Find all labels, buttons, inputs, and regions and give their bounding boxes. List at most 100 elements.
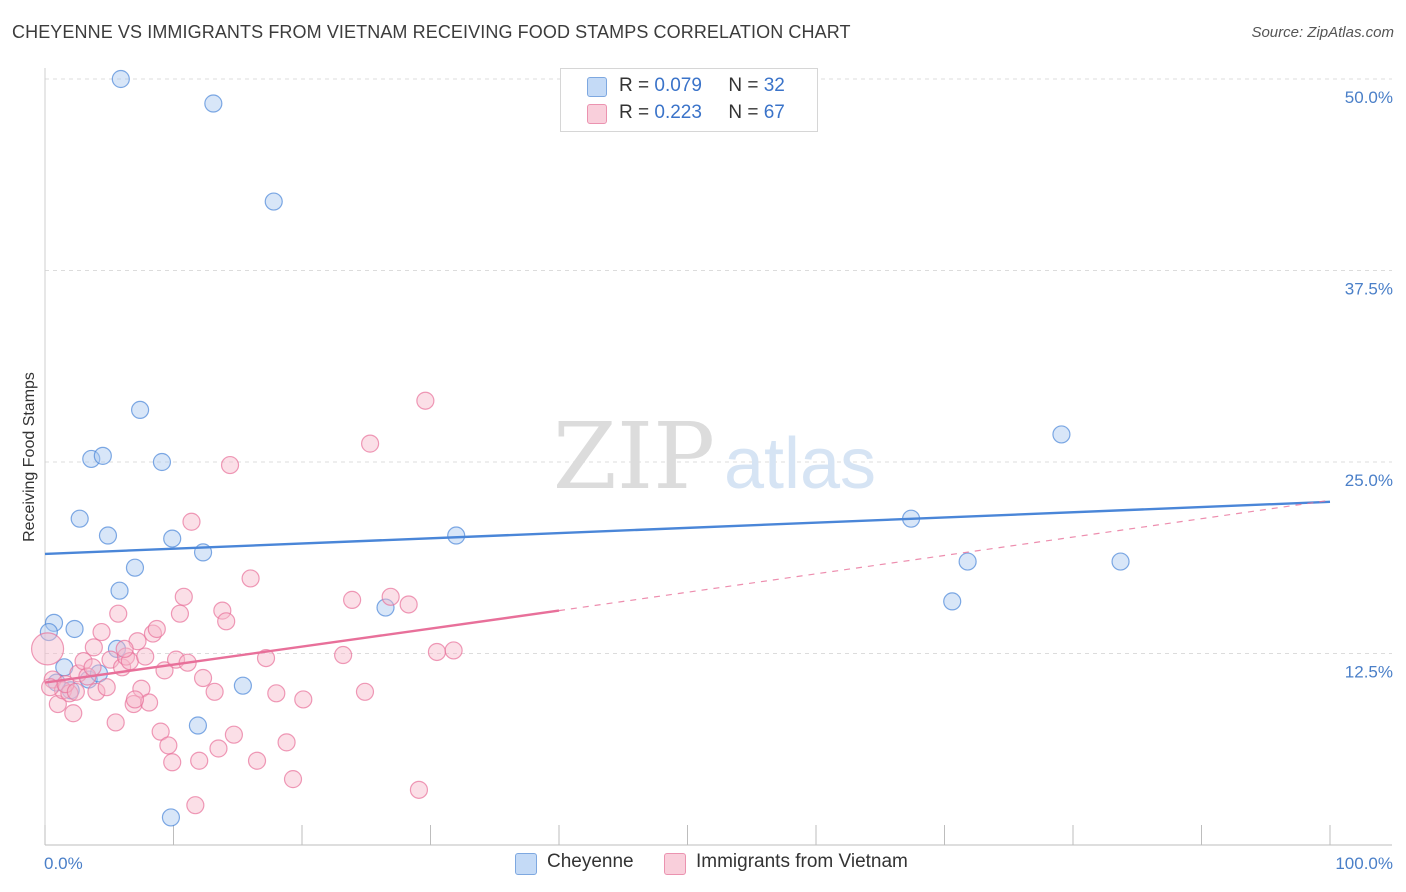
legend-n-label: N = [728,102,759,123]
legend-n-label: N = [728,75,759,96]
point-series-1-21 [132,679,151,698]
point-series-1-35 [186,796,205,815]
point-series-1-43 [224,725,243,744]
point-series-1-54 [361,434,380,453]
point-series-0-21 [233,676,252,695]
point-series-1-29 [163,753,182,772]
point-series-0-14 [65,619,84,639]
point-series-1-0 [30,632,65,666]
watermark-zip: ZIP [553,403,715,510]
point-series-0-1 [204,94,223,113]
legend: R = 0.079 N = 32 R = 0.223 N = 67 [560,68,818,132]
x-tick-label-1: 100.0% [1335,854,1393,873]
bottom-legend-swatch-vietnam [664,853,686,875]
point-series-0-29 [1052,425,1071,444]
point-series-1-49 [283,770,303,789]
point-series-0-9 [163,529,182,548]
point-series-1-31 [170,604,190,623]
point-series-1-59 [427,642,447,662]
point-series-1-40 [213,601,232,620]
point-series-1-51 [334,645,353,665]
legend-text-cheyenne: R = 0.079 N = 32 [619,75,785,97]
point-series-1-47 [267,684,286,703]
point-series-1-23 [139,693,159,712]
watermark: ZIP atlas [553,403,876,510]
point-series-1-10 [87,682,106,701]
point-series-1-50 [294,690,313,709]
point-series-1-37 [193,668,213,688]
point-series-1-22 [136,647,155,666]
y-tick-label-0: 12.5% [1345,663,1393,682]
point-series-1-4 [60,684,79,703]
point-series-0-4 [82,449,101,469]
bottom-legend-swatch-cheyenne [515,853,537,875]
point-series-1-5 [64,704,83,723]
point-series-1-52 [343,590,362,609]
legend-n-value: 32 [763,75,785,96]
point-series-1-25 [147,619,166,639]
x-tick-label-0: 0.0% [44,854,83,873]
point-series-1-55 [381,587,400,606]
point-series-1-14 [106,713,125,732]
axes [44,68,1392,846]
legend-r-value: 0.223 [654,102,702,123]
chart-title: CHEYENNE VS IMMIGRANTS FROM VIETNAM RECE… [12,22,851,42]
trend-lines [44,499,1331,684]
point-series-1-58 [416,391,435,410]
point-series-1-44 [241,569,260,588]
point-series-0-11 [125,558,145,577]
point-series-1-2 [48,694,67,714]
point-series-0-28 [943,592,962,611]
point-series-0-27 [958,552,977,571]
point-series-1-57 [409,780,429,799]
point-series-1-63 [66,682,85,701]
bottom-legend-label-cheyenne: Cheyenne [547,851,634,872]
point-series-1-65 [115,639,134,659]
point-series-1-36 [190,751,209,770]
point-series-1-34 [182,512,201,531]
y-tick-label-1: 25.0% [1345,471,1393,490]
watermark-atlas: atlas [724,424,876,504]
trend-line-1 [44,609,560,684]
legend-swatch-cheyenne [587,77,607,97]
point-series-0-22 [188,716,208,735]
point-series-1-53 [355,682,375,701]
y-axis-label: Receiving Food Stamps [21,372,38,542]
point-series-1-12 [97,678,116,697]
x-tick-labels: 0.0% 100.0% [44,854,1393,873]
trend-line-0 [44,500,1331,556]
legend-r-label: R = [619,102,650,123]
legend-r-value: 0.079 [654,75,702,96]
point-series-1-39 [209,739,228,758]
trend-line-dashed-1 [558,499,1331,612]
point-series-0-2 [264,192,283,211]
point-series-1-38 [205,682,224,701]
chart-source: Source: ZipAtlas.com [1251,24,1394,41]
point-series-1-60 [444,641,463,660]
point-series-0-6 [152,452,172,472]
point-series-1-26 [151,722,170,741]
point-series-0-23 [161,808,181,827]
point-series-1-66 [125,690,145,709]
data-points [30,69,1130,827]
point-series-1-32 [174,587,193,606]
y-tick-label-3: 50.0% [1345,88,1393,107]
point-series-1-7 [74,652,93,671]
point-series-1-28 [159,736,178,755]
legend-swatch-vietnam [587,104,607,124]
point-series-0-15 [39,622,58,642]
point-series-1-56 [399,595,418,614]
point-series-1-9 [83,658,102,677]
bottom-legend-label-vietnam: Immigrants from Vietnam [696,851,908,872]
point-series-0-13 [44,613,64,632]
point-series-1-46 [256,648,276,668]
point-series-1-11 [92,622,111,642]
gridlines [45,78,1392,654]
legend-r-label: R = [619,75,650,96]
point-series-0-5 [93,446,112,465]
legend-text-vietnam: R = 0.223 N = 67 [619,102,785,124]
legend-n-value: 67 [763,102,785,123]
y-tick-label-2: 37.5% [1345,280,1393,299]
point-series-0-24 [447,526,466,545]
